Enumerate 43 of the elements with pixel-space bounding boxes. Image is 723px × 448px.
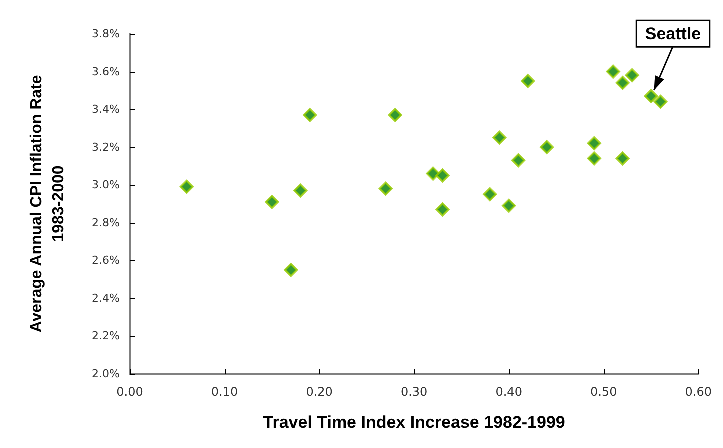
point [436,168,450,183]
point [616,76,630,90]
x-tick-label: 0.30 [400,385,428,399]
y-tick-label: 3.0% [92,178,120,192]
annotation: Seattle [645,24,702,44]
point [512,154,526,168]
point [436,202,450,217]
point [521,74,536,88]
x-axis-title: Travel Time Index Increase 1982-1999 [263,413,566,432]
point [294,184,308,198]
point [265,195,280,210]
point [502,198,516,213]
y-tick-label: 3.2% [92,140,120,154]
point [180,180,194,194]
x-tick-label: 0.60 [685,385,712,399]
point [483,188,498,202]
x-tick-label: 0.00 [116,385,144,399]
y-tick-label: 3.4% [92,103,120,116]
point [616,152,630,166]
x-tick-label: 0.40 [496,385,522,399]
y-tick-label: 2.0% [92,368,120,380]
x-tick-label: 0.10 [211,385,238,399]
y-tick-label: 3.8% [92,28,120,40]
y-axis-title: Average Annual CPI Inflation Rate 1983-2000 [28,75,68,333]
x-tick-label: 0.20 [306,385,333,399]
point [644,89,658,104]
point [284,263,298,278]
point [388,108,402,122]
point [587,136,602,151]
point [587,152,602,166]
point [654,95,668,109]
point [606,64,620,79]
y-tick-label: 2.6% [92,254,120,268]
y-tick-label: 2.4% [92,292,120,305]
y-tick-label: 2.8% [92,216,120,230]
point [378,182,393,196]
y-tick-label: 3.6% [92,65,120,78]
point [540,140,554,154]
x-tick-label: 0.50 [590,385,618,399]
point [303,108,318,122]
y-tick-label: 2.2% [92,330,120,343]
point [625,68,640,83]
point [492,130,507,145]
